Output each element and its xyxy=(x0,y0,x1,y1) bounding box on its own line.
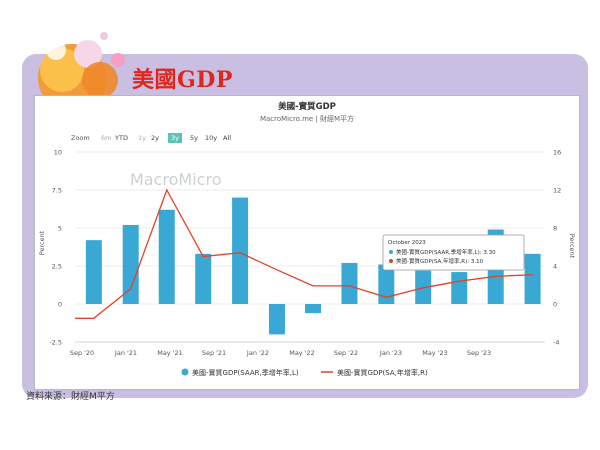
x-tick: Jan '23 xyxy=(379,349,402,357)
x-tick: Sep '21 xyxy=(202,349,226,357)
tooltip-date: October 2023 xyxy=(388,240,426,246)
axis-ticks: 10 16 7.5 12 5 8 2.5 4 0 0 -2.5 -4 Sep '20 Jan '21 May… xyxy=(49,149,561,358)
zoom-option-2y[interactable]: 2y xyxy=(151,134,159,142)
gdp-bar[interactable] xyxy=(122,224,139,304)
y-tick-right: 4 xyxy=(553,263,557,271)
gdp-bar[interactable] xyxy=(232,197,249,304)
legend-line-label[interactable]: 美國-實質GDP(SA,年增率,R) xyxy=(337,368,428,377)
legend-bar-label[interactable]: 美國-實質GDP(SAAR,季增年率,L) xyxy=(192,368,299,377)
chart-card: 美國-實質GDP MacroMicro.me | 財經M平方 Zoom 6m YTD… xyxy=(34,95,580,390)
page-title: 美國GDP xyxy=(132,67,233,93)
gdp-bar[interactable] xyxy=(378,264,395,304)
source-note: 資料來源：財經M平方 xyxy=(26,392,115,402)
y-tick-left: 5 xyxy=(58,225,62,233)
legend-bar-marker xyxy=(181,368,189,376)
gdp-bar[interactable] xyxy=(158,209,175,304)
tooltip-bar-dot xyxy=(389,250,393,254)
gdp-bar[interactable] xyxy=(451,272,468,304)
y-tick-left: 2.5 xyxy=(52,263,62,271)
gdp-bar[interactable] xyxy=(85,240,102,304)
y-tick-left: 10 xyxy=(54,149,62,157)
gdp-bar[interactable] xyxy=(195,253,212,304)
x-tick: Jan '22 xyxy=(246,349,269,357)
x-tick: Sep '23 xyxy=(467,349,491,357)
gdp-chart: 美國-實質GDP MacroMicro.me | 財經M平方 Zoom 6m YTD… xyxy=(38,101,576,377)
x-tick: May '21 xyxy=(157,349,183,357)
y-tick-right: 12 xyxy=(553,187,561,195)
y-tick-left: 7.5 xyxy=(52,187,62,195)
zoom-option-ytd[interactable]: YTD xyxy=(114,134,128,142)
zoom-option-all[interactable]: All xyxy=(223,134,231,142)
x-tick: Sep '22 xyxy=(334,349,358,357)
gdp-bar[interactable] xyxy=(305,304,322,314)
y-axis-right-label: Percent xyxy=(568,234,576,259)
zoom-option-6m[interactable]: 6m xyxy=(101,134,111,142)
chart-subtitle: MacroMicro.me | 財經M平方 xyxy=(260,114,354,123)
zoom-option-10y[interactable]: 10y xyxy=(205,134,217,142)
y-tick-right: -4 xyxy=(553,339,559,347)
y-tick-right: 16 xyxy=(553,149,561,157)
tooltip-line-2: 美國-實質GDP(SA,年增率,R): 3.10 xyxy=(396,257,484,265)
y-tick-right: 0 xyxy=(553,301,557,309)
x-tick: Sep '20 xyxy=(70,349,94,357)
y-tick-left: -2.5 xyxy=(49,339,62,347)
tooltip-line-dot xyxy=(389,259,393,263)
zoom-option-1y[interactable]: 1y xyxy=(138,134,146,142)
y-axis-left-label: Percent xyxy=(38,230,46,255)
zoom-option-3y[interactable]: 3y xyxy=(171,134,179,142)
zoom-active-highlight xyxy=(168,133,182,143)
tooltip: October 2023 美國-實質GDP(SAAR,季增年率,L): 3.30… xyxy=(382,234,525,271)
zoom-option-5y[interactable]: 5y xyxy=(190,134,198,142)
tooltip-line-1: 美國-實質GDP(SAAR,季增年率,L): 3.30 xyxy=(396,248,496,256)
watermark: MacroMicro xyxy=(130,170,221,189)
x-tick: May '23 xyxy=(422,349,448,357)
legend: 美國-實質GDP(SAAR,季增年率,L) 美國-實質GDP(SA,年增率,R) xyxy=(181,368,428,377)
chart-title: 美國-實質GDP xyxy=(278,101,336,112)
tooltip-box xyxy=(382,234,525,271)
zoom-label: Zoom xyxy=(71,134,90,142)
y-tick-left: 0 xyxy=(58,301,62,309)
gdp-bar[interactable] xyxy=(341,262,358,304)
x-tick: May '22 xyxy=(289,349,315,357)
gdp-yoy-line[interactable] xyxy=(75,188,533,319)
y-tick-right: 8 xyxy=(553,225,557,233)
line-series xyxy=(75,188,533,319)
gdp-bar[interactable] xyxy=(268,304,285,335)
gdp-bar[interactable] xyxy=(524,253,541,304)
x-tick: Jan '21 xyxy=(114,349,137,357)
zoom-controls: Zoom 6m YTD 1y 2y 3y 5y 10y All xyxy=(71,133,231,143)
